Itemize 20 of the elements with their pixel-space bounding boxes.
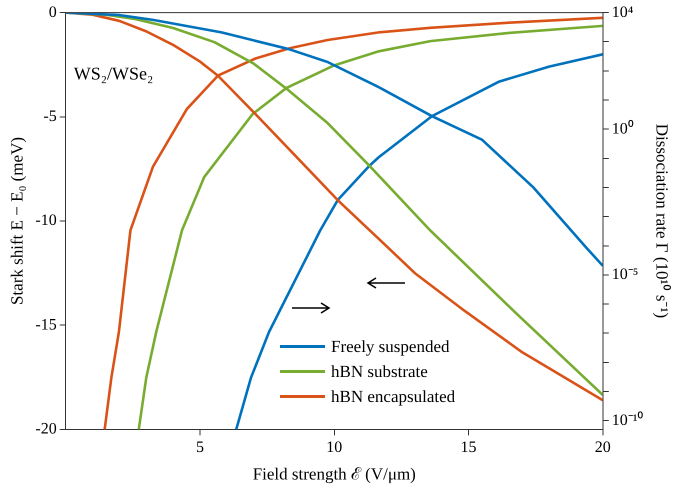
x-tick-label: 5 <box>196 439 204 456</box>
legend-label: hBN substrate <box>331 361 428 383</box>
y-tick-label: -10 <box>35 212 57 230</box>
legend-label: Freely suspended <box>331 336 450 358</box>
y2-tick-label: 10⁴ <box>612 4 634 21</box>
x-tick-label: 20 <box>594 439 611 456</box>
y-tick-label: -15 <box>35 316 57 334</box>
annotation: WS₂/WSe₂ <box>74 63 154 84</box>
y2-tick-label: 10⁰ <box>612 119 634 138</box>
legend-label: hBN encapsulated <box>331 386 456 408</box>
y2-tick-label: 10⁻¹⁰ <box>612 410 644 429</box>
x-axis-title: Field strength ℰ (V/μm) <box>252 464 416 484</box>
y2-tick-label: 10⁻⁵ <box>612 266 638 284</box>
y-tick-label: -20 <box>35 420 57 438</box>
x-tick-label: 15 <box>460 439 477 456</box>
y2-axis-title: Dissociation rate Γ (10¹⁰ s⁻¹) <box>652 124 672 318</box>
y-tick-label: -5 <box>43 108 57 126</box>
y-tick-label: 0 <box>48 4 57 21</box>
y-axis-title: Stark shift E − E₀ (meV) <box>8 136 27 306</box>
x-tick-label: 10 <box>326 439 342 456</box>
